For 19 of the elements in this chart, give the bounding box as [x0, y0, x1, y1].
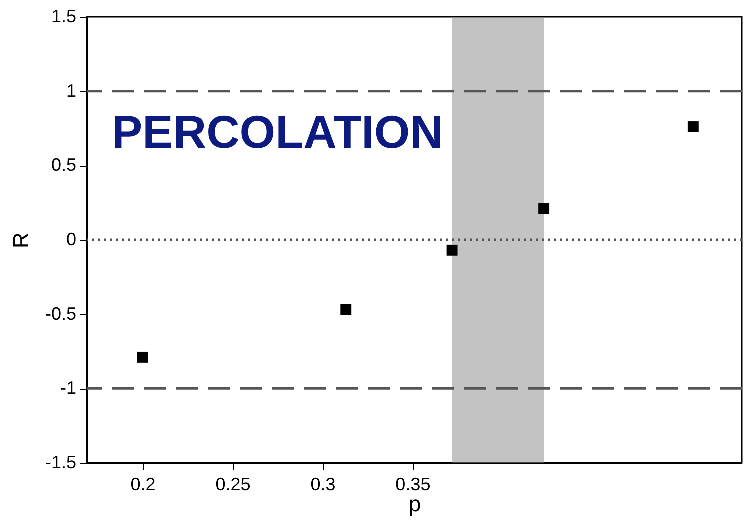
x-tick-label: 0.3: [310, 474, 336, 494]
y-tick-label: -1.5: [45, 452, 76, 472]
x-tick-label: 0.35: [396, 474, 431, 494]
annotation: PERCOLATION: [112, 106, 444, 158]
y-tick-label: -1: [60, 378, 76, 398]
point: [446, 244, 458, 256]
x-axis-title: p: [408, 492, 422, 516]
x-tick-label: 0.2: [130, 474, 156, 494]
y-tick-label: 0: [66, 230, 76, 250]
y-tick-label: 0.5: [51, 155, 76, 176]
x-tick-label: 0.25: [216, 474, 251, 494]
point: [340, 304, 352, 316]
y-axis-title: R: [8, 232, 34, 248]
point: [538, 203, 550, 214]
y-tick-label: 1: [66, 80, 76, 101]
point: [137, 352, 148, 363]
y-tick-label: 1.5: [51, 6, 76, 26]
y-tick-label: -0.5: [45, 304, 76, 324]
point: [688, 122, 699, 132]
